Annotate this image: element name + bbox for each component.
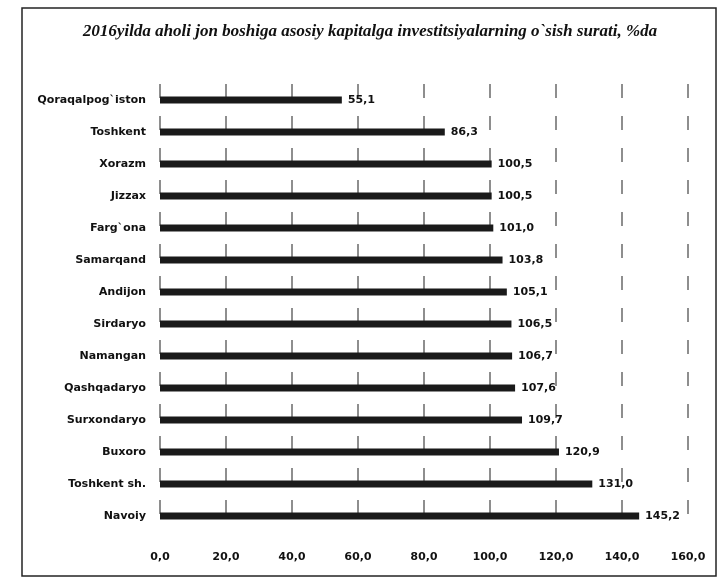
y-tick-label: Farg`ona (90, 221, 146, 234)
bar (160, 256, 503, 264)
y-tick-label: Qoraqalpog`iston (37, 93, 146, 106)
value-label: 107,6 (521, 381, 556, 394)
y-tick-label: Toshkent sh. (68, 477, 146, 490)
value-label: 145,2 (645, 509, 680, 522)
x-tick-label: 160,0 (671, 550, 706, 563)
bar (160, 480, 593, 488)
y-tick-label: Samarqand (75, 253, 146, 266)
bar (160, 320, 512, 328)
value-label: 100,5 (498, 189, 533, 202)
bar (160, 160, 492, 168)
y-tick-label: Namangan (80, 349, 146, 362)
chart-title: 2016yilda aholi jon boshiga asosiy kapit… (82, 21, 658, 40)
value-label: 106,5 (517, 317, 552, 330)
y-tick-label: Navoiy (104, 509, 146, 522)
bar (160, 512, 640, 520)
y-tick-label: Buxoro (102, 445, 146, 458)
x-tick-label: 60,0 (344, 550, 371, 563)
value-label: 106,7 (518, 349, 553, 362)
x-tick-label: 100,0 (473, 550, 508, 563)
bar (160, 448, 559, 456)
bar (160, 352, 513, 360)
y-tick-label: Andijon (99, 285, 146, 298)
value-label: 86,3 (451, 125, 478, 138)
value-label: 105,1 (513, 285, 548, 298)
y-tick-label: Qashqadaryo (64, 381, 146, 394)
bar (160, 224, 494, 232)
bar (160, 192, 492, 200)
x-tick-label: 140,0 (605, 550, 640, 563)
x-tick-label: 40,0 (278, 550, 305, 563)
value-label: 131,0 (598, 477, 633, 490)
value-label: 120,9 (565, 445, 600, 458)
value-label: 101,0 (499, 221, 534, 234)
x-tick-label: 20,0 (212, 550, 239, 563)
chart-frame (21, 7, 717, 577)
value-label: 109,7 (528, 413, 563, 426)
y-tick-label: Toshkent (90, 125, 146, 138)
x-tick-label: 120,0 (539, 550, 574, 563)
x-tick-label: 0,0 (150, 550, 170, 563)
y-tick-label: Xorazm (99, 157, 146, 170)
bar (160, 288, 507, 296)
value-label: 100,5 (498, 157, 533, 170)
value-label: 55,1 (348, 93, 375, 106)
y-tick-label: Surxondaryo (67, 413, 147, 426)
bar (160, 384, 516, 392)
y-tick-label: Jizzax (110, 189, 146, 202)
bar (160, 416, 523, 424)
value-label: 103,8 (509, 253, 544, 266)
bar (160, 128, 445, 136)
y-tick-label: Sirdaryo (93, 317, 146, 330)
x-tick-label: 80,0 (410, 550, 437, 563)
bar (160, 96, 342, 104)
